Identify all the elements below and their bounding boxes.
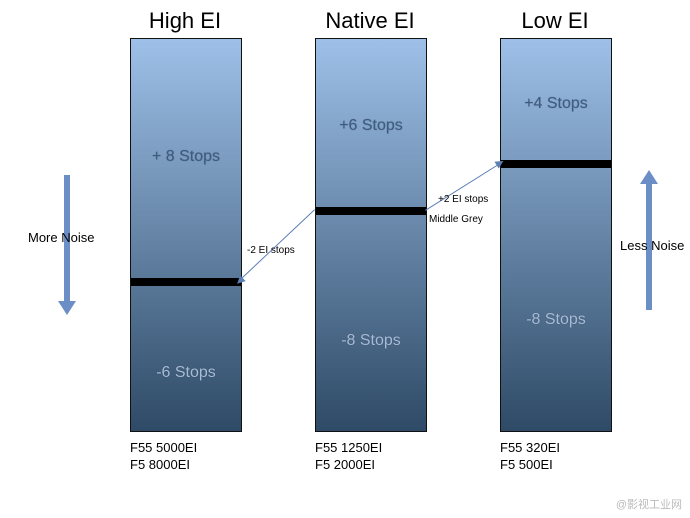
- upper-label-high: + 8 Stops: [131, 148, 241, 166]
- lower-label-low: -8 Stops: [501, 311, 611, 329]
- middle-grey-label: Middle Grey: [429, 214, 483, 225]
- footer-line2: F5 2000EI: [315, 457, 445, 474]
- column-title-high: High EI: [130, 8, 240, 34]
- lower-label-native: -8 Stops: [316, 332, 426, 350]
- divider-high: [131, 278, 241, 286]
- arrow-head: [640, 170, 658, 184]
- column-title-native: Native EI: [315, 8, 425, 34]
- less-noise-label: Less Noise: [620, 238, 684, 253]
- footer-low: F55 320EIF5 500EI: [500, 440, 630, 474]
- upper-label-native: +6 Stops: [316, 117, 426, 135]
- watermark: @影视工业网: [616, 496, 682, 512]
- arrow-head: [58, 301, 76, 315]
- column-title-low: Low EI: [500, 8, 610, 34]
- bar-high: + 8 Stops -6 Stops: [130, 38, 242, 432]
- more-noise-label: More Noise: [28, 230, 94, 245]
- upper-label-low: +4 Stops: [501, 95, 611, 113]
- diagram-stage: High EI + 8 Stops -6 Stops F55 5000EIF5 800…: [0, 0, 690, 518]
- footer-line1: F55 1250EI: [315, 440, 445, 457]
- divider-native: [316, 207, 426, 215]
- footer-line1: F55 5000EI: [130, 440, 260, 457]
- divider-low: [501, 160, 611, 168]
- footer-high: F55 5000EIF5 8000EI: [130, 440, 260, 474]
- connector-label: -2 EI stops: [247, 245, 295, 256]
- more-noise-arrow: [58, 175, 76, 315]
- footer-line2: F5 500EI: [500, 457, 630, 474]
- footer-line2: F5 8000EI: [130, 457, 260, 474]
- footer-native: F55 1250EIF5 2000EI: [315, 440, 445, 474]
- bar-native: +6 Stops -8 Stops: [315, 38, 427, 432]
- connector-label: +2 EI stops: [438, 194, 488, 205]
- footer-line1: F55 320EI: [500, 440, 630, 457]
- lower-label-high: -6 Stops: [131, 364, 241, 382]
- bar-low: +4 Stops -8 Stops: [500, 38, 612, 432]
